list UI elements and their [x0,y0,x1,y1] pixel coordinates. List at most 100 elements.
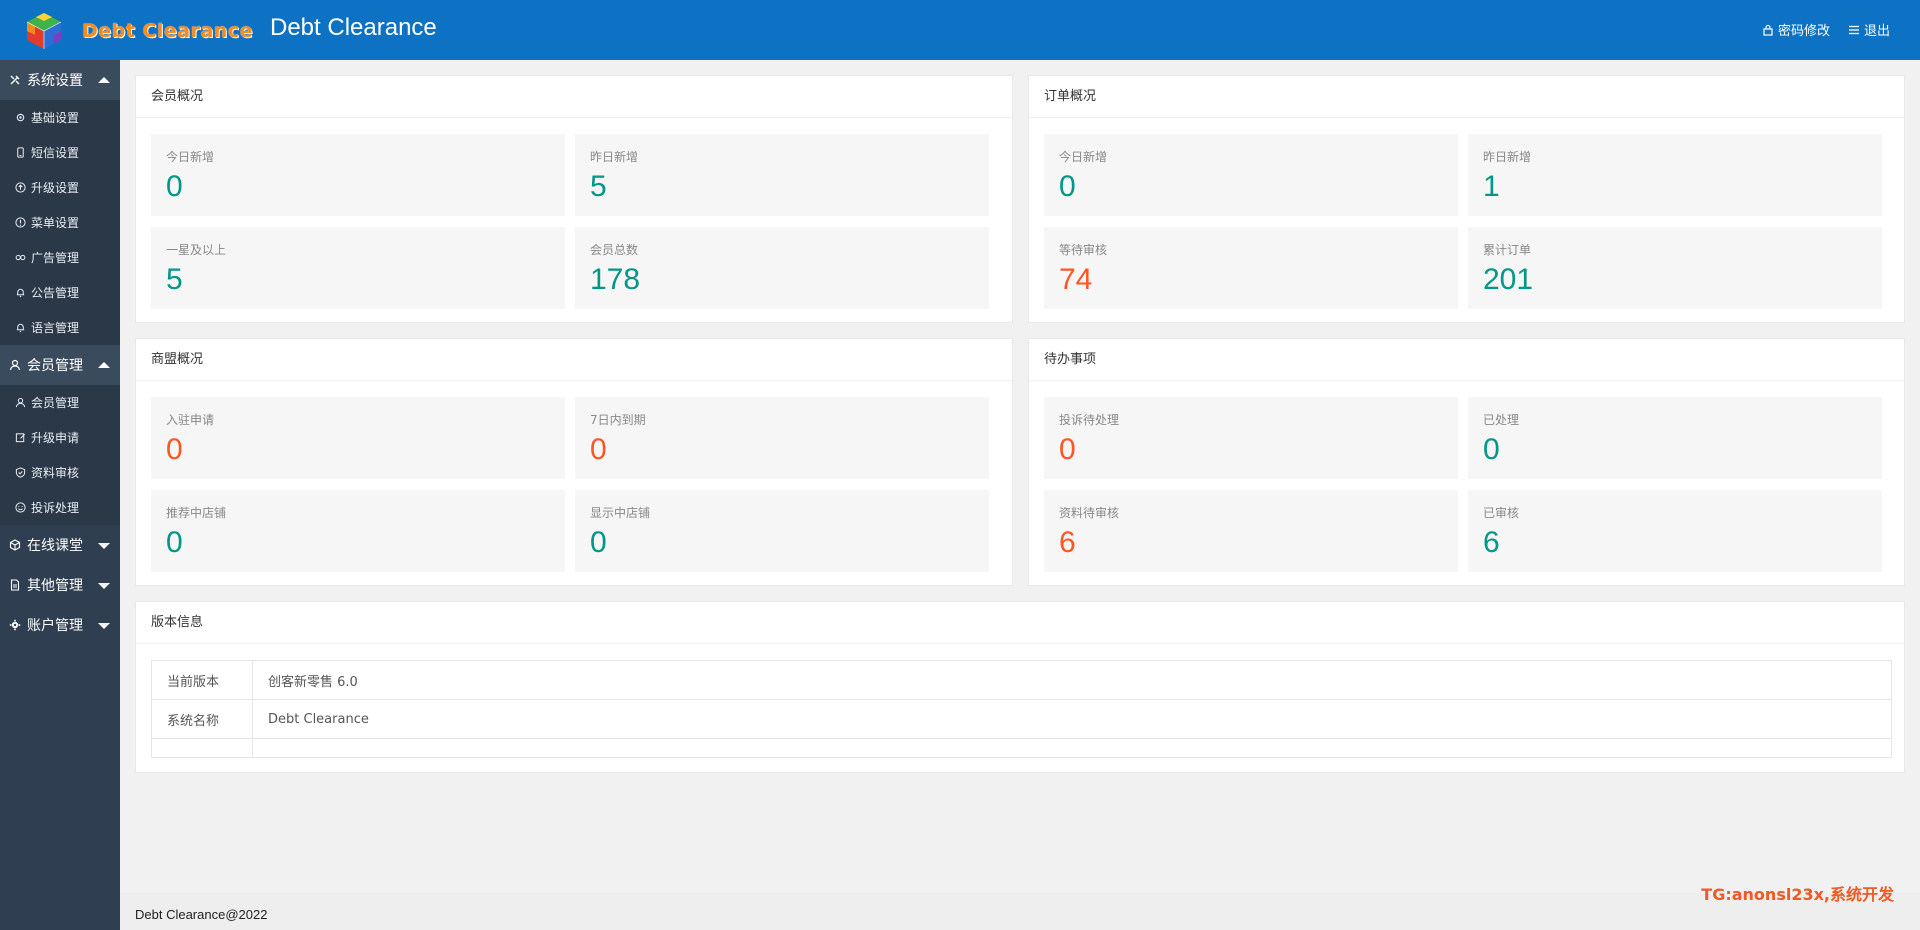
stat-label: 7日内到期 [590,413,646,427]
sidebar-group-other-management[interactable]: 其他管理 [0,565,120,605]
sidebar-item-language-management[interactable]: 语言管理 [0,310,120,345]
stat-value: 0 [166,433,183,466]
stat-card[interactable]: 资料待审核 6 [1044,490,1458,572]
phone-icon [17,147,24,158]
stat-label: 推荐中店铺 [166,506,227,520]
sidebar: 系统设置 基础设置 短信设置 升级设置 菜单设置 广告管理 公告管理 [0,60,120,930]
change-password-label: 密码修改 [1777,24,1830,39]
footer-copyright: Debt Clearance@2022 [135,907,268,922]
table-row [151,738,1892,758]
shield-icon [15,467,26,478]
stat-value: 0 [590,526,607,559]
stat-card[interactable]: 会员总数 178 [575,227,989,309]
stat-label: 一星及以上 [166,243,227,257]
stat-card[interactable]: 入驻申请 0 [151,397,565,479]
sidebar-item-upgrade-application[interactable]: 升级申请 [0,420,120,455]
sidebar-group-account-management[interactable]: 账户管理 [0,605,120,645]
stat-value: 74 [1059,263,1093,296]
stat-card[interactable]: 已处理 0 [1468,397,1882,479]
sidebar-item-label: 短信设置 [31,146,80,160]
sidebar-item-basic-settings[interactable]: 基础设置 [0,100,120,135]
stat-card[interactable]: 推荐中店铺 0 [151,490,565,572]
stat-card[interactable]: 一星及以上 5 [151,227,565,309]
link-icon [15,254,26,261]
chevron-down-icon [98,543,110,549]
stat-value: 6 [1059,526,1076,559]
sidebar-item-menu-settings[interactable]: 菜单设置 [0,205,120,240]
table-row: 系统名称 Debt Clearance [151,699,1892,739]
sidebar-item-complaint-handling[interactable]: 投诉处理 [0,490,120,525]
sidebar-item-member-management[interactable]: 会员管理 [0,385,120,420]
panel-title: 版本信息 [136,602,1904,644]
page-title: Debt Clearance [270,14,437,41]
smile-icon [15,502,26,513]
sidebar-group-label: 账户管理 [27,618,83,634]
stat-card[interactable]: 今日新增 0 [151,134,565,216]
stat-label: 昨日新增 [590,150,639,164]
stat-card[interactable]: 昨日新增 1 [1468,134,1882,216]
footer: Debt Clearance@2022 [120,893,1920,930]
sidebar-item-label: 资料审核 [31,466,80,480]
logout-link[interactable]: 退出 [1848,20,1890,39]
stat-card[interactable]: 累计订单 201 [1468,227,1882,309]
stat-card[interactable]: 等待审核 74 [1044,227,1458,309]
stat-value: 5 [590,170,607,203]
stat-card[interactable]: 投诉待处理 0 [1044,397,1458,479]
doc-icon [10,579,20,591]
chevron-down-icon [98,583,110,589]
stat-card[interactable]: 昨日新增 5 [575,134,989,216]
sidebar-item-label: 菜单设置 [31,216,80,230]
sidebar-item-profile-review[interactable]: 资料审核 [0,455,120,490]
version-table: 当前版本 创客新零售 6.0 系统名称 Debt Clearance [151,660,1892,758]
table-cell-value: 创客新零售 6.0 [252,660,1892,700]
stat-card[interactable]: 7日内到期 0 [575,397,989,479]
chevron-up-icon [98,362,110,368]
sidebar-item-label: 会员管理 [31,396,80,410]
watermark-text: TG:anonsl23x,系统开发 [1701,885,1894,904]
lock-icon [1763,24,1773,36]
sidebar-item-upgrade-settings[interactable]: 升级设置 [0,170,120,205]
sidebar-item-label: 广告管理 [31,251,80,265]
stat-card[interactable]: 今日新增 0 [1044,134,1458,216]
table-cell-key: 系统名称 [151,699,253,739]
stat-label: 投诉待处理 [1059,413,1120,427]
sidebar-group-system-settings[interactable]: 系统设置 [0,60,120,100]
logo[interactable]: Debt Clearance [24,11,253,51]
panel-title: 待办事项 [1029,339,1904,381]
stat-value: 178 [590,263,641,296]
stat-value: 0 [1059,170,1076,203]
stat-value: 201 [1483,263,1534,296]
stat-value: 0 [166,170,183,203]
stat-value: 0 [1483,433,1500,466]
box-icon [9,539,21,551]
change-password-link[interactable]: 密码修改 [1762,20,1830,39]
user-icon [15,397,26,408]
sidebar-group-online-classroom[interactable]: 在线课堂 [0,525,120,565]
logo-text: Debt Clearance [82,20,253,42]
menu-lines-icon [1848,25,1859,34]
tools-icon [10,75,20,85]
sidebar-group-label: 会员管理 [27,358,83,374]
panel-title: 商盟概况 [136,339,1012,381]
version-info-panel: 版本信息 当前版本 创客新零售 6.0 系统名称 Debt Clearance [135,601,1905,773]
stat-label: 今日新增 [1059,150,1108,164]
info-icon [15,217,26,228]
sidebar-item-label: 基础设置 [31,111,80,125]
sidebar-item-sms-settings[interactable]: 短信设置 [0,135,120,170]
stat-card[interactable]: 已审核 6 [1468,490,1882,572]
sidebar-group-label: 在线课堂 [27,538,83,554]
stat-value: 0 [1059,433,1076,466]
sidebar-item-ad-management[interactable]: 广告管理 [0,240,120,275]
top-header: Debt Clearance Debt Clearance 密码修改 退出 [0,0,1920,60]
stat-label: 累计订单 [1483,243,1532,257]
stat-value: 0 [166,526,183,559]
sidebar-group-member-management[interactable]: 会员管理 [0,345,120,385]
upgrade-icon [15,182,26,193]
sidebar-item-announcement-management[interactable]: 公告管理 [0,275,120,310]
gear-icon [9,619,21,631]
stat-label: 昨日新增 [1483,150,1532,164]
edit-icon [15,433,26,443]
stat-card[interactable]: 显示中店铺 0 [575,490,989,572]
sidebar-item-label: 升级设置 [31,181,80,195]
stat-label: 等待审核 [1059,243,1108,257]
